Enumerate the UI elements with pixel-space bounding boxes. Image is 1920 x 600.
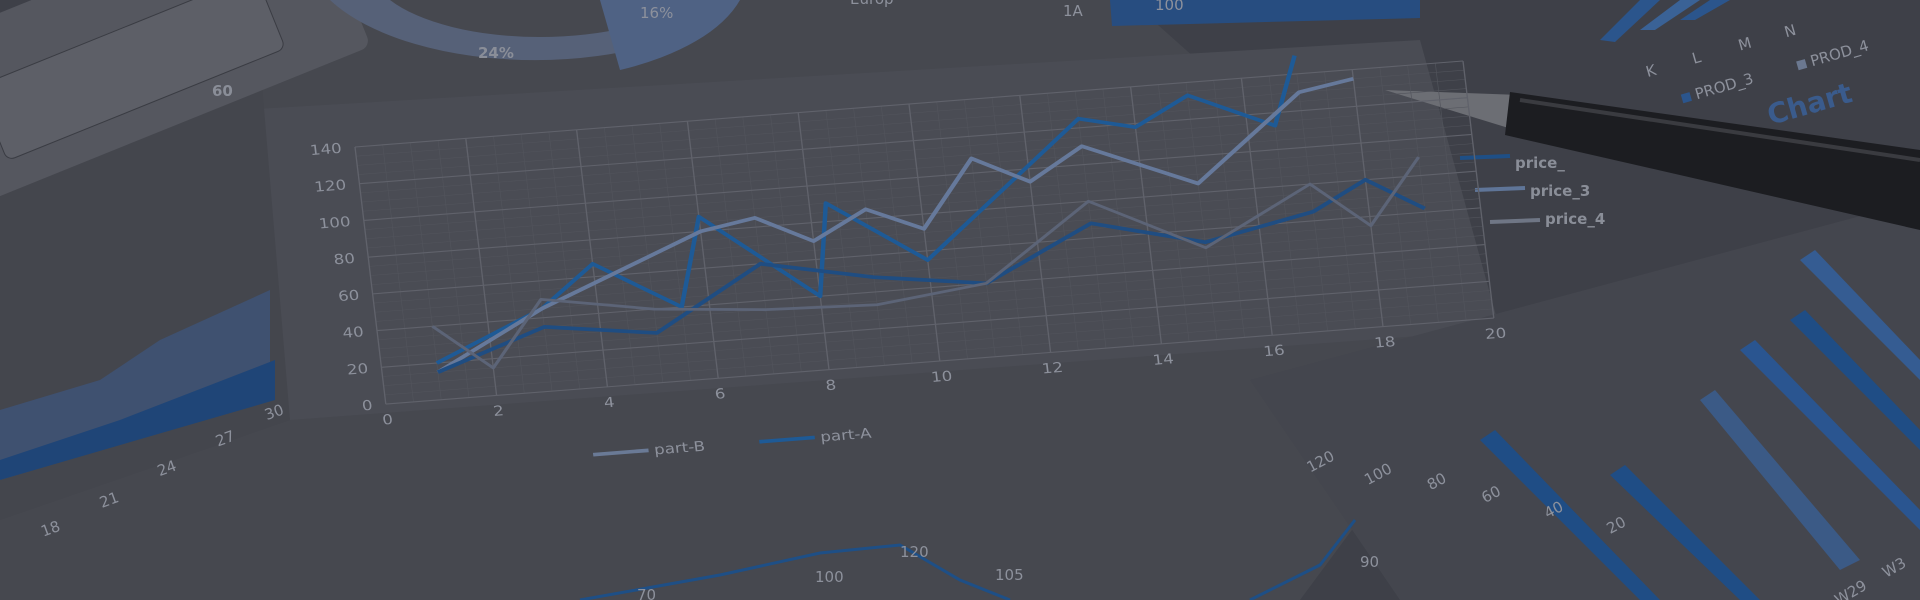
y-label: 60 <box>212 82 233 100</box>
x-tick-label: 0 <box>381 411 394 428</box>
left-area <box>0 290 270 480</box>
y-tick-label: 60 <box>337 287 360 305</box>
y-tick-label: 40 <box>342 324 365 342</box>
grid-line <box>686 121 719 379</box>
x-tick-label: 18 <box>1373 333 1396 351</box>
top-right-bars <box>1600 0 1730 42</box>
right-bars <box>1480 250 1920 600</box>
x-tick-label: 20 <box>1484 325 1507 343</box>
grid-line <box>1019 95 1052 353</box>
x-tick-label: 6 <box>714 385 727 402</box>
x-tick-label: 12 <box>1041 359 1064 377</box>
grid-line <box>1240 78 1273 336</box>
bottom-line <box>1249 519 1357 600</box>
point-label: 105 <box>995 566 1024 584</box>
x-label: L <box>1690 48 1704 68</box>
line <box>436 77 1354 374</box>
x-tick-label: 8 <box>825 377 838 394</box>
grid-line <box>354 60 1464 148</box>
legend-label: PROD_3 <box>1693 69 1756 104</box>
price-legend: price_ price_3 price_4 <box>1459 154 1605 228</box>
point-label: 100 <box>815 568 844 586</box>
grid-line <box>465 138 498 396</box>
grid-line <box>575 129 609 387</box>
x-tick-label: 14 <box>1152 351 1175 369</box>
grid-line <box>908 103 941 362</box>
donut-label: 24% <box>478 44 514 62</box>
x-label: 27 <box>213 427 237 450</box>
table-text: Europ <box>850 0 894 8</box>
grid-line <box>1462 60 1495 319</box>
y-tick-label: 0 <box>361 397 374 414</box>
grid-line <box>354 146 387 405</box>
x-tick-label: 10 <box>930 368 953 386</box>
line <box>431 156 1421 370</box>
x-label: K <box>1644 61 1660 81</box>
y-tick-label: 120 <box>313 177 347 196</box>
point-label: 70 <box>637 586 656 600</box>
x-label: 21 <box>97 488 121 511</box>
x-label: 18 <box>38 517 62 540</box>
left-area <box>0 360 275 480</box>
x-label: 24 <box>155 457 179 480</box>
y-tick-label: 80 <box>333 250 356 268</box>
legend-swatch <box>1796 59 1808 71</box>
line <box>435 55 1297 365</box>
legend-swatch <box>1680 92 1692 104</box>
chart-title: Chart <box>1763 76 1855 132</box>
legend-label: price_4 <box>1545 210 1605 228</box>
y-tick-label: 100 <box>318 213 352 232</box>
table-text: 1A <box>1063 2 1084 20</box>
legend-label: part-A <box>819 425 873 445</box>
grid-line <box>1351 69 1384 327</box>
legend-line <box>592 448 649 457</box>
legend-label: part-B <box>653 438 706 458</box>
keyboard <box>0 0 368 201</box>
x-tick-label: 2 <box>492 403 505 420</box>
legend-label: price_3 <box>1530 182 1590 200</box>
donut-slice <box>580 0 740 70</box>
legend-line <box>759 435 815 444</box>
legend-label: price_ <box>1515 154 1565 172</box>
table-bar <box>1110 0 1420 26</box>
point-label: 90 <box>1360 553 1379 571</box>
right-paper <box>1250 200 1920 600</box>
donut-label: 16% <box>640 4 673 22</box>
x-tick-label: 16 <box>1263 342 1286 360</box>
pen <box>1385 90 1920 230</box>
bottom-line <box>579 543 1011 600</box>
main-chart: 0 20 40 60 80 100 120 140 0 2 4 6 8 10 12 14 16 18 20 part… <box>309 55 1507 458</box>
x-label: N <box>1782 21 1798 41</box>
x-tick-label: 4 <box>603 394 616 411</box>
point-label: 120 <box>900 543 929 561</box>
x-label: 30 <box>262 401 286 424</box>
grid-line <box>1129 86 1163 344</box>
y-tick-label: 140 <box>309 140 343 159</box>
legend-label: PROD_4 <box>1808 36 1871 71</box>
table-text: 100 <box>1155 0 1184 14</box>
y-tick-label: 20 <box>346 360 369 378</box>
x-label: M <box>1736 34 1753 55</box>
